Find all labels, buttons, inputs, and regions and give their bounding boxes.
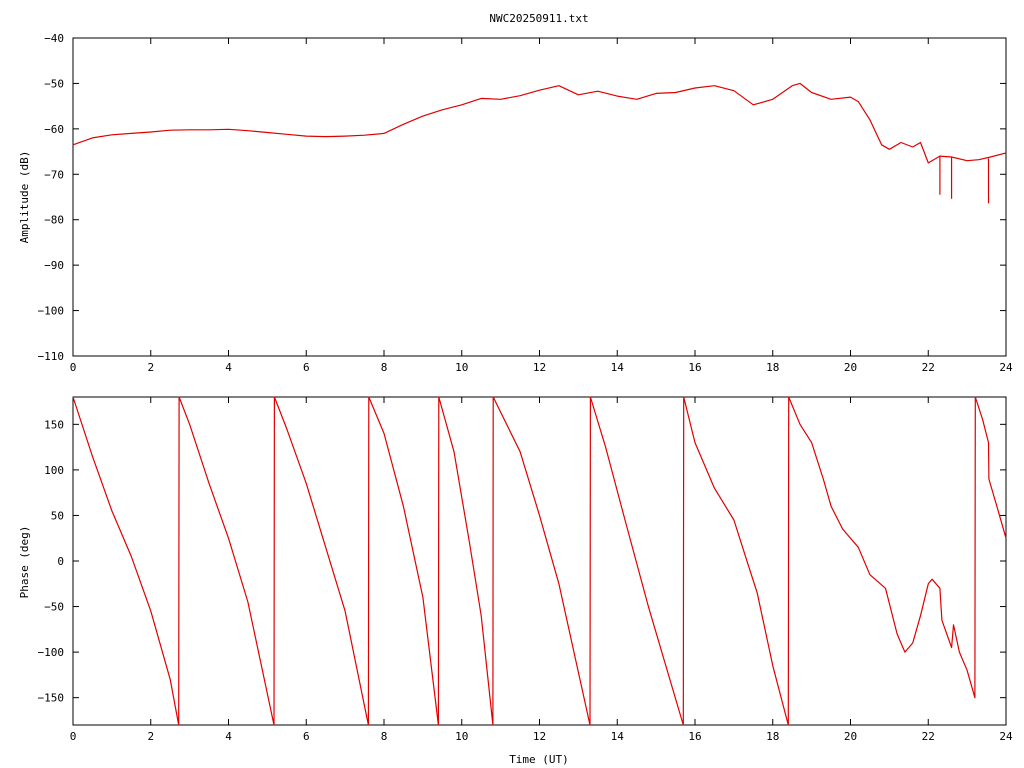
amplitude-xtick-label: 0 [70,361,77,374]
phase-xtick-label: 0 [70,730,77,743]
amplitude-xtick-label: 24 [999,361,1013,374]
phase-xtick-label: 22 [922,730,935,743]
phase-xtick-label: 8 [381,730,388,743]
amplitude-xtick-label: 22 [922,361,935,374]
amplitude-xtick-label: 20 [844,361,857,374]
phase-xtick-label: 16 [688,730,701,743]
amplitude-panel: Amplitude (dB) 0 2 4 6 8 10 12 14 16 18 20 22 24−40−… [18,32,1013,374]
amplitude-ytick-label: −40 [44,32,64,45]
phase-xtick-label: 24 [999,730,1013,743]
amplitude-ytick-label: −110 [38,350,65,363]
phase-series [72,396,1007,726]
chart-title: NWC20250911.txt [489,12,588,25]
phase-xtick-label: 20 [844,730,857,743]
phase-ytick-label: 50 [51,509,64,522]
phase-ytick-label: 0 [57,555,64,568]
phase-xtick-label: 2 [147,730,154,743]
phase-ticks: 0 2 4 6 8 10 12 14 16 18 20 22 24150100500−50−100−15… [38,397,1013,743]
amplitude-ytick-label: −50 [44,77,64,90]
phase-plot-frame [72,396,1007,726]
phase-xlabel: Time (UT) [509,753,569,766]
amplitude-xtick-label: 18 [766,361,779,374]
amplitude-ytick-label: −100 [38,305,65,318]
amplitude-ticks: 0 2 4 6 8 10 12 14 16 18 20 22 24−40−50−60−70−80−90−… [38,32,1013,374]
phase-xtick-label: 12 [533,730,546,743]
phase-panel: Phase (deg) Time (UT) 0 2 4 6 8 10 12 14 16 18 20 2… [18,396,1013,766]
phase-xtick-label: 14 [611,730,625,743]
phase-ytick-label: 100 [44,464,64,477]
amplitude-ytick-label: −60 [44,123,64,136]
amplitude-xtick-label: 10 [455,361,468,374]
amplitude-series [72,82,1007,204]
phase-series-line [72,396,1007,726]
amplitude-xtick-label: 12 [533,361,546,374]
phase-ytick-label: −50 [44,601,64,614]
amplitude-xtick-label: 2 [147,361,154,374]
amplitude-ytick-label: −90 [44,259,64,272]
phase-ytick-label: −100 [38,646,65,659]
amplitude-xtick-label: 6 [303,361,310,374]
phase-ytick-label: 150 [44,418,64,431]
phase-xtick-label: 6 [303,730,310,743]
amplitude-ytick-label: −80 [44,214,64,227]
phase-ytick-label: −150 [38,692,65,705]
amplitude-xtick-label: 16 [688,361,701,374]
phase-xtick-label: 10 [455,730,468,743]
phase-xtick-label: 4 [225,730,232,743]
amplitude-xtick-label: 8 [381,361,388,374]
amplitude-xtick-label: 14 [611,361,625,374]
phase-ylabel: Phase (deg) [18,526,31,599]
phase-xtick-label: 18 [766,730,779,743]
amplitude-ytick-label: −70 [44,168,64,181]
amplitude-xtick-label: 4 [225,361,232,374]
amplitude-plot-frame [72,37,1007,357]
amplitude-ylabel: Amplitude (dB) [18,151,31,244]
amplitude-series-line [72,82,1007,164]
